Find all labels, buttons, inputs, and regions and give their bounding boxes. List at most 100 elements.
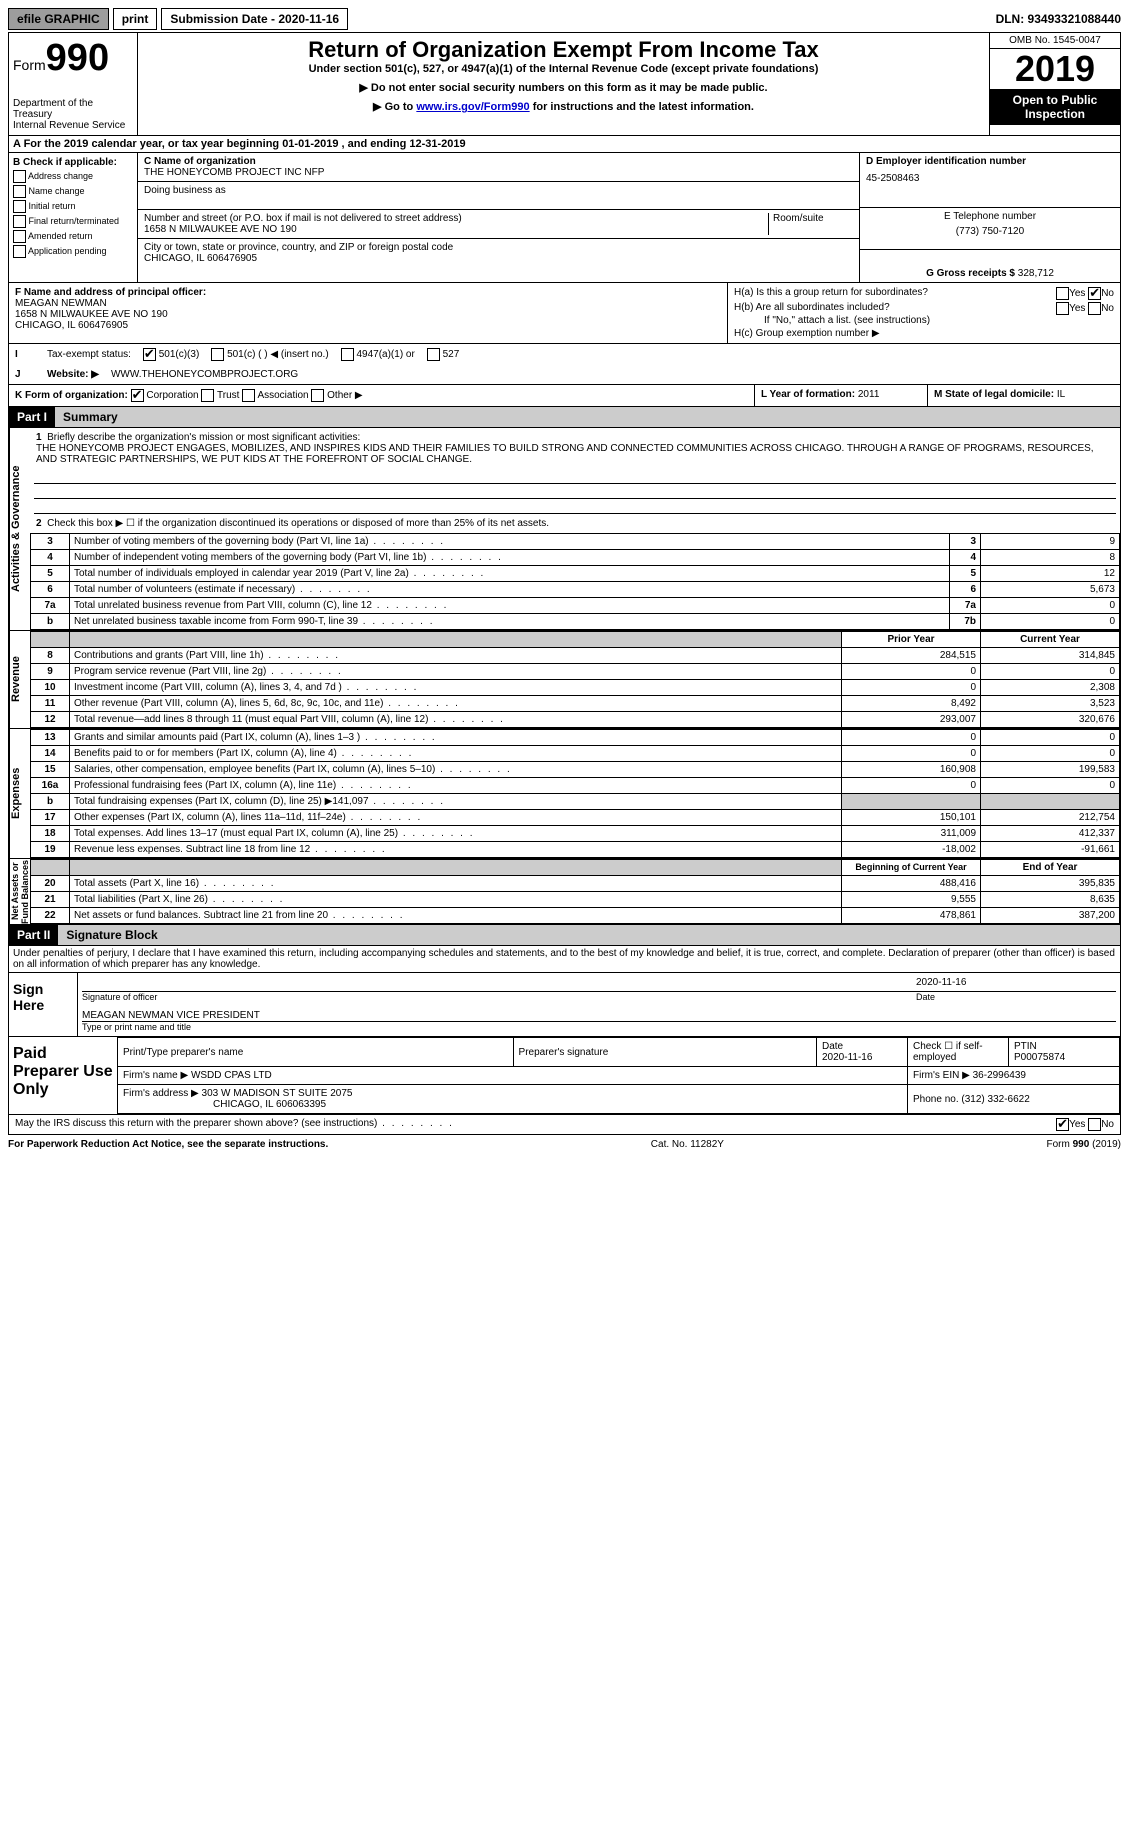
dln-lbl: DLN: 93493321088440 xyxy=(996,12,1121,26)
ptin-val: P00075874 xyxy=(1014,1052,1065,1063)
b-item: Initial return xyxy=(13,200,133,213)
table-row: 19Revenue less expenses. Subtract line 1… xyxy=(31,842,1120,858)
ha-yes-check[interactable] xyxy=(1056,287,1069,300)
dba-lbl: Doing business as xyxy=(144,185,853,196)
opt-501c3: 501(c)(3) xyxy=(159,349,200,360)
form-number: 990 xyxy=(46,37,109,79)
m-lbl: M State of legal domicile: xyxy=(934,389,1054,400)
officer-name: MEAGAN NEWMAN xyxy=(15,298,721,309)
b-item: Name change xyxy=(13,185,133,198)
name-lbl: Type or print name and title xyxy=(82,1021,1116,1032)
street-addr: 1658 N MILWAUKEE AVE NO 190 xyxy=(144,224,764,235)
table-row: 17Other expenses (Part IX, column (A), l… xyxy=(31,810,1120,826)
side-na: Net Assets or Fund Balances xyxy=(9,859,30,924)
k-lbl: K Form of organization: xyxy=(15,390,128,401)
self-emp-hdr: Check ☐ if self-employed xyxy=(908,1038,1009,1067)
part2-hdr: Part II xyxy=(9,925,58,945)
officer-printed-name: MEAGAN NEWMAN VICE PRESIDENT xyxy=(82,1010,1116,1021)
firm-addr-lbl: Firm's address ▶ xyxy=(123,1088,199,1099)
ein-val: 45-2508463 xyxy=(866,173,1114,184)
page-title: Return of Organization Exempt From Incom… xyxy=(142,37,985,63)
ha-no-check[interactable] xyxy=(1088,287,1101,300)
officer-city: CHICAGO, IL 606476905 xyxy=(15,320,721,331)
side-exp: Expenses xyxy=(9,729,30,858)
print-btn[interactable]: print xyxy=(113,8,158,30)
side-ag: Activities & Governance xyxy=(9,428,30,630)
section-a: A For the 2019 calendar year, or tax yea… xyxy=(8,136,1121,153)
b-item: Amended return xyxy=(13,230,133,243)
501c3-check[interactable] xyxy=(143,348,156,361)
table-row: 10Investment income (Part VIII, column (… xyxy=(31,680,1120,696)
table-row: 13Grants and similar amounts paid (Part … xyxy=(31,730,1120,746)
discuss-yes-check[interactable] xyxy=(1056,1118,1069,1131)
e-lbl: E Telephone number xyxy=(866,211,1114,222)
sub3-pre: ▶ Go to xyxy=(373,101,416,113)
j-lbl: Website: ▶ xyxy=(47,369,99,380)
4947-check[interactable] xyxy=(341,348,354,361)
org-name: THE HONEYCOMB PROJECT INC NFP xyxy=(144,167,853,178)
table-row: 20Total assets (Part X, line 16)488,4163… xyxy=(31,876,1120,892)
corp-check[interactable] xyxy=(131,389,144,402)
gross-receipts: 328,712 xyxy=(1018,268,1054,279)
year-formed: 2011 xyxy=(858,389,880,400)
table-row: 7aTotal unrelated business revenue from … xyxy=(31,598,1120,614)
firm-addr: 303 W MADISON ST SUITE 2075 xyxy=(202,1088,353,1099)
l-lbl: L Year of formation: xyxy=(761,389,855,400)
prep-date-val: 2020-11-16 xyxy=(822,1052,872,1063)
firm-phone: (312) 332-6622 xyxy=(961,1094,1029,1105)
officer-addr: 1658 N MILWAUKEE AVE NO 190 xyxy=(15,309,721,320)
inspection-badge: Open to Public Inspection xyxy=(990,89,1120,125)
k-assoc: Association xyxy=(257,390,308,401)
part1-hdr: Part I xyxy=(9,407,55,427)
sig-date-lbl: Date xyxy=(916,991,1116,1002)
table-row: 21Total liabilities (Part X, line 26)9,5… xyxy=(31,892,1120,908)
sig-officer-lbl: Signature of officer xyxy=(82,991,916,1002)
side-rev: Revenue xyxy=(9,631,30,728)
discuss-no-check[interactable] xyxy=(1088,1118,1101,1131)
h-note: If "No," attach a list. (see instruction… xyxy=(764,315,1114,326)
assoc-check[interactable] xyxy=(242,389,255,402)
b-item: Address change xyxy=(13,170,133,183)
f-lbl: F Name and address of principal officer: xyxy=(15,287,721,298)
city-val: CHICAGO, IL 606476905 xyxy=(144,253,853,264)
k-corp: Corporation xyxy=(146,390,198,401)
instructions-link[interactable]: www.irs.gov/Form990 xyxy=(416,101,529,113)
k-trust: Trust xyxy=(217,390,239,401)
c-name-lbl: C Name of organization xyxy=(144,156,853,167)
hb-yes-check[interactable] xyxy=(1056,302,1069,315)
phone-val: (773) 750-7120 xyxy=(866,226,1114,237)
part1-title: Summary xyxy=(55,407,1120,427)
table-row: 12Total revenue—add lines 8 through 11 (… xyxy=(31,712,1120,728)
firm-ein: 36-2996439 xyxy=(973,1070,1026,1081)
trust-check[interactable] xyxy=(201,389,214,402)
prep-date-hdr: Date xyxy=(822,1041,843,1052)
paperwork-notice: For Paperwork Reduction Act Notice, see … xyxy=(8,1139,328,1150)
527-check[interactable] xyxy=(427,348,440,361)
footer-form: 990 xyxy=(1073,1139,1090,1150)
omb-number: OMB No. 1545-0047 xyxy=(990,33,1120,49)
table-row: 11Other revenue (Part VIII, column (A), … xyxy=(31,696,1120,712)
prep-name-hdr: Print/Type preparer's name xyxy=(118,1038,514,1067)
form-label: Form xyxy=(13,57,46,73)
city-lbl: City or town, state or province, country… xyxy=(144,242,853,253)
form-header: Form990 Department of the Treasury Inter… xyxy=(8,32,1121,136)
subdate-lbl: Submission Date - 2020-11-16 xyxy=(161,8,348,30)
hb-no-check[interactable] xyxy=(1088,302,1101,315)
501c-check[interactable] xyxy=(211,348,224,361)
discuss-lbl: May the IRS discuss this return with the… xyxy=(15,1118,454,1131)
i-lbl: Tax-exempt status: xyxy=(47,349,131,360)
line2-text: Check this box ▶ ☐ if the organization d… xyxy=(47,518,549,529)
opt-501c: 501(c) ( ) ◀ (insert no.) xyxy=(227,349,329,360)
firm-ein-lbl: Firm's EIN ▶ xyxy=(913,1070,970,1081)
table-row: 15Salaries, other compensation, employee… xyxy=(31,762,1120,778)
k-other: Other ▶ xyxy=(327,390,362,401)
table-row: 4Number of independent voting members of… xyxy=(31,550,1120,566)
table-row: bNet unrelated business taxable income f… xyxy=(31,614,1120,630)
other-check[interactable] xyxy=(311,389,324,402)
b-item: Application pending xyxy=(13,245,133,258)
b-title: B Check if applicable: xyxy=(13,157,133,168)
table-row: 22Net assets or fund balances. Subtract … xyxy=(31,908,1120,924)
ha-lbl: H(a) Is this a group return for subordin… xyxy=(734,287,928,300)
sign-here-lbl: Sign Here xyxy=(9,973,77,1036)
efile-btn[interactable]: efile GRAPHIC xyxy=(8,8,109,30)
